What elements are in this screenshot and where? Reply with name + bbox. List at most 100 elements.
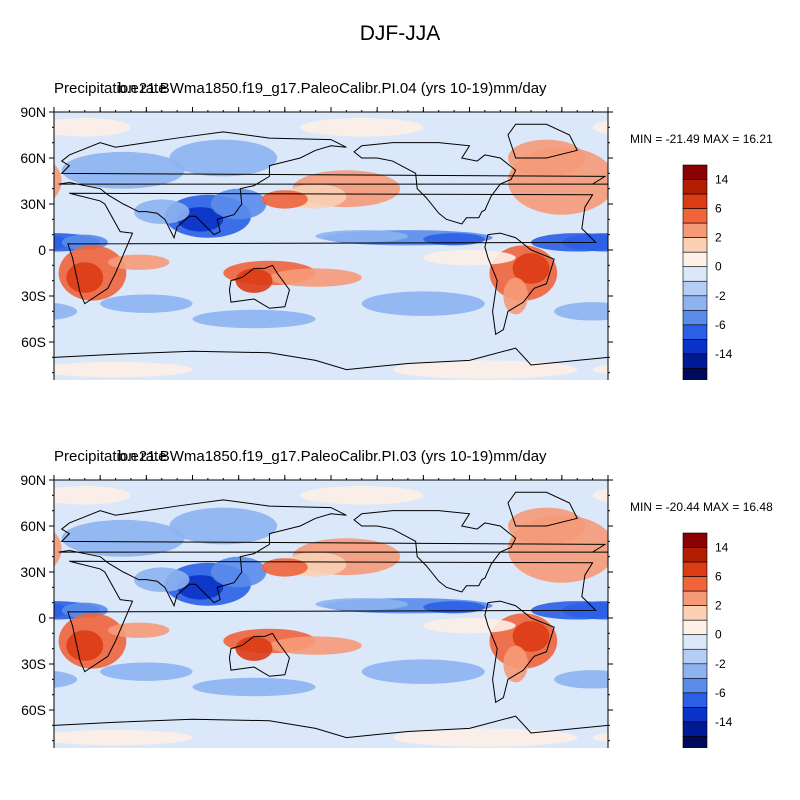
colorbar: 14 6 2 0 -2 -6 -14 (682, 532, 733, 748)
colorbar-swatch (682, 193, 708, 209)
anomaly-contour (361, 291, 485, 316)
map-plot: 90N60N30N030S60S90S030E60E90E120E150E180… (20, 472, 733, 748)
anomaly-contour (66, 262, 104, 293)
colorbar-label: -2 (715, 657, 726, 671)
colorbar-swatch (682, 310, 708, 326)
anomaly-contour (261, 190, 308, 209)
anomaly-contour (512, 621, 550, 652)
colorbar-swatch (682, 339, 708, 355)
anomaly-contour (261, 558, 308, 577)
lat-tick-label: 60S (21, 702, 46, 718)
anomaly-contour (300, 118, 424, 137)
colorbar-label: -14 (715, 347, 733, 361)
colorbar-swatch (682, 266, 708, 282)
colorbar-swatch (682, 280, 708, 297)
lat-tick-label: 60N (20, 518, 46, 534)
colorbar: 14 6 2 0 -2 -6 -14 (682, 164, 733, 380)
map-panel-top: Precipitation rate b.e21.BWma1850.f19_g1… (0, 0, 800, 380)
map-panel-bottom: Precipitation rate b.e21.BWma1850.f19_g1… (0, 368, 800, 748)
panel-variable-title: Precipitation rate (54, 448, 167, 465)
panel-case-title: b.e21.BWma1850.f19_g17.PaleoCalibr.PI.04… (118, 80, 547, 97)
lat-tick-label: 0 (38, 242, 46, 258)
axes: 90N60N30N030S60S90S030E60E90E120E150E180… (20, 104, 613, 374)
colorbar-swatch (682, 368, 708, 380)
precip-anomaly-field (54, 112, 608, 380)
coastline (67, 560, 597, 673)
coastlines (54, 491, 608, 748)
coastline (507, 491, 578, 527)
anomaly-contour (554, 302, 608, 321)
colorbar-label: -2 (715, 289, 726, 303)
panel-case-title: b.e21.BWma1850.f19_g17.PaleoCalibr.PI.03… (118, 448, 547, 465)
colorbar-label: -6 (715, 686, 726, 700)
anomaly-contour (423, 249, 516, 266)
anomaly-contour (192, 677, 316, 697)
anomaly-contour (192, 309, 316, 329)
coastline (67, 192, 597, 305)
anomaly-contour (54, 670, 78, 688)
lat-tick-label: 60S (21, 334, 46, 350)
colorbar-label: 0 (715, 260, 722, 274)
anomaly-contour (554, 670, 608, 689)
colorbar-swatch (682, 164, 708, 180)
anomaly-contour (54, 302, 78, 320)
coastline (54, 715, 608, 748)
anomaly-contour (100, 662, 193, 681)
anomaly-contour (503, 277, 528, 315)
anomaly-contour (592, 365, 608, 375)
colorbar-swatch (682, 251, 708, 268)
lat-tick-label: 90N (20, 104, 46, 120)
axes: 90N60N30N030S60S90S030E60E90E120E150E180… (20, 472, 613, 742)
coastline (54, 347, 608, 380)
coastline (353, 142, 517, 225)
anomaly-contour (66, 630, 104, 661)
coastline (228, 264, 290, 309)
anomaly-contour (315, 598, 408, 611)
colorbar-swatch (682, 678, 708, 694)
anomaly-contour (134, 199, 190, 224)
colorbar-swatch (682, 590, 708, 606)
coastline (58, 499, 608, 608)
anomaly-contour (503, 645, 528, 683)
colorbar-label: 6 (715, 202, 722, 216)
anomaly-contour (300, 486, 424, 505)
anomaly-contour (235, 268, 273, 293)
anomaly-contour (592, 488, 608, 503)
lat-tick-label: 30S (21, 288, 46, 304)
anomaly-contour (210, 188, 267, 220)
min-max-label: MIN = -21.49 MAX = 16.21 (630, 132, 773, 146)
lat-tick-label: 30S (21, 656, 46, 672)
anomaly-contour (169, 507, 278, 545)
colorbar-swatch (682, 619, 708, 636)
colorbar-swatch (682, 721, 708, 737)
colorbar-swatch (682, 692, 708, 708)
colorbar-swatch (682, 736, 708, 748)
colorbar-swatch (682, 576, 708, 592)
anomaly-contour (269, 268, 362, 287)
lat-tick-label: 90N (20, 472, 46, 488)
colorbar-swatch (682, 561, 708, 577)
anomaly-contour (592, 733, 608, 743)
colorbar-swatch (682, 532, 708, 548)
map-plot: 90N60N30N030S60S90S030E60E90E120E150E180… (20, 104, 733, 380)
colorbar-swatch (682, 237, 708, 253)
lat-tick-label: 0 (38, 610, 46, 626)
anomaly-contour (423, 233, 485, 246)
colorbar-swatch (682, 295, 708, 311)
colorbar-label: 14 (715, 541, 729, 555)
anomaly-contour (269, 636, 362, 655)
anomaly-contour (100, 294, 193, 313)
coastline (353, 510, 517, 593)
lat-tick-label: 30N (20, 564, 46, 580)
colorbar-swatch (682, 353, 708, 369)
anomaly-contour (54, 531, 62, 567)
anomaly-contour (61, 519, 185, 557)
anomaly-contour (107, 254, 170, 270)
anomaly-contour (54, 486, 131, 505)
colorbar-swatch (682, 707, 708, 723)
min-max-label: MIN = -20.44 MAX = 16.48 (630, 500, 773, 514)
colorbar-label: 6 (715, 570, 722, 584)
anomaly-contour (210, 556, 267, 588)
anomaly-contour (61, 151, 185, 189)
colorbar-label: 0 (715, 628, 722, 642)
